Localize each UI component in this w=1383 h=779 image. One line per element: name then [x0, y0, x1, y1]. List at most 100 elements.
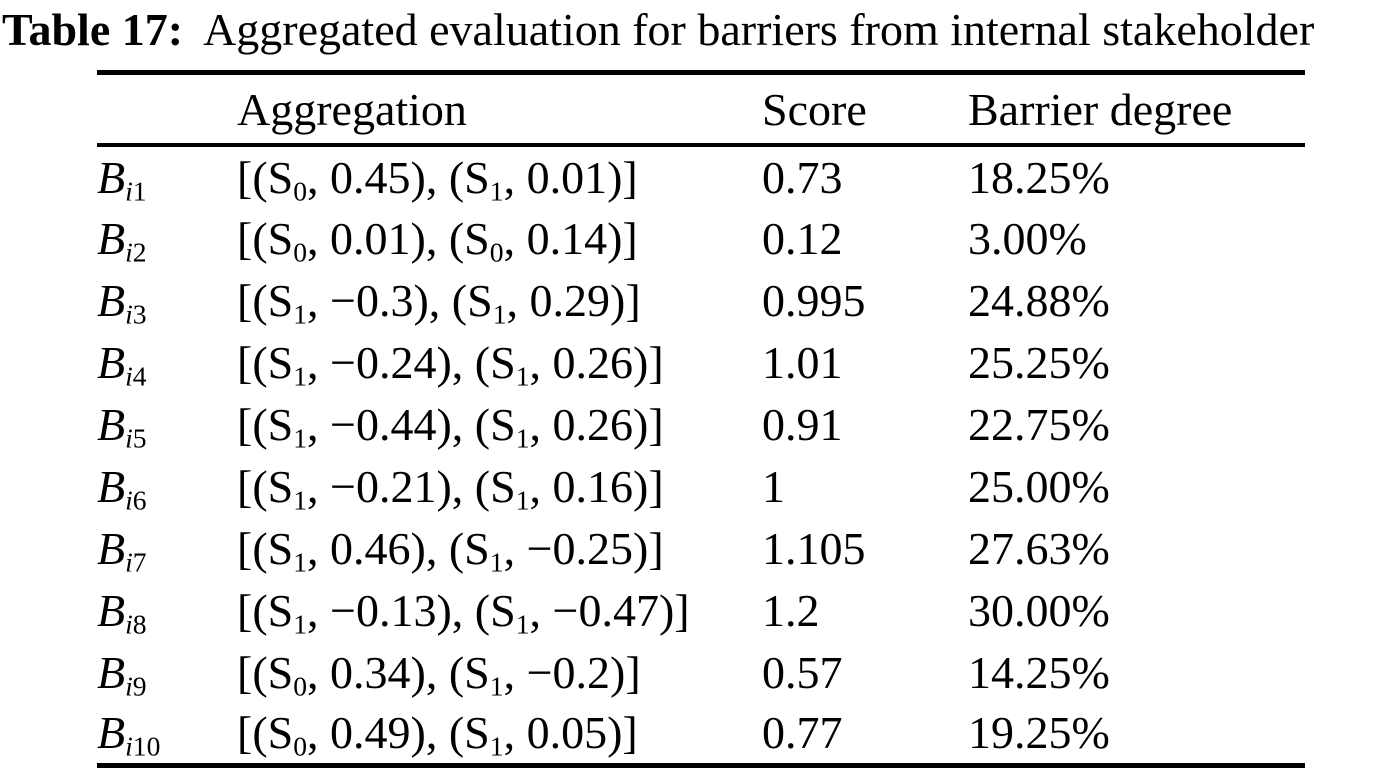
subscript-letter: i: [125, 484, 133, 516]
aggregation-cell: [(S1, −0.24), (S1, 0.26)]: [237, 336, 664, 392]
barrier-subscript: i1: [125, 175, 147, 207]
barrier-subscript: i7: [125, 546, 147, 578]
barrier-degree-cell: 27.63%: [968, 522, 1110, 574]
barrier-subscript: i3: [125, 298, 147, 330]
table-row: Bi1 [(S0, 0.45), (S1, 0.01)] 0.73 18.25%: [97, 145, 1305, 207]
table-row: Bi7 [(S1, 0.46), (S1, −0.25)] 1.105 27.63%: [97, 517, 1305, 579]
score-cell: 0.57: [762, 646, 843, 698]
score-cell: 0.91: [762, 398, 843, 450]
barrier-subscript: i6: [125, 484, 147, 516]
score-cell: 0.12: [762, 212, 843, 264]
barrier-symbol: B: [97, 522, 126, 574]
term-subscript: 0: [293, 236, 308, 268]
aggregation-cell: [(S1, 0.46), (S1, −0.25)]: [237, 522, 664, 578]
term-subscript: 1: [489, 546, 504, 578]
barrier-id-cell: Bi9: [97, 641, 237, 703]
barrier-degree-cell: 19.25%: [968, 707, 1110, 759]
barrier-subscript: i8: [125, 608, 147, 640]
aggregation-cell: [(S1, −0.3), (S1, 0.29)]: [237, 274, 641, 330]
aggregation-cell: [(S0, 0.45), (S1, 0.01)]: [237, 151, 638, 207]
barrier-id-cell: Bi6: [97, 455, 237, 517]
aggregation-cell: [(S0, 0.49), (S1, 0.05)]: [237, 707, 638, 762]
barrier-symbol: B: [97, 212, 126, 264]
subscript-letter: i: [125, 360, 133, 392]
aggregation-cell: [(S1, −0.13), (S1, −0.47)]: [237, 584, 690, 640]
barrier-id-cell: Bi2: [97, 207, 237, 269]
term-subscript: 1: [515, 484, 530, 516]
subscript-letter: i: [125, 236, 133, 268]
barrier-subscript: i5: [125, 422, 147, 454]
header-barrier-degree: Barrier degree: [968, 72, 1305, 147]
barrier-subscript: i4: [125, 360, 147, 392]
score-cell: 0.73: [762, 151, 843, 203]
table-row: Bi6 [(S1, −0.21), (S1, 0.16)] 1 25.00%: [97, 455, 1305, 517]
header-row: Aggregation Score Barrier degree: [97, 72, 1305, 147]
term-subscript: 1: [515, 360, 530, 392]
table-row: Bi10 [(S0, 0.49), (S1, 0.05)] 0.77 19.25%: [97, 703, 1305, 765]
term-subscript: 0: [489, 236, 504, 268]
term-subscript: 1: [293, 484, 308, 516]
barrier-symbol: B: [97, 646, 126, 698]
term-subscript: 1: [489, 670, 504, 702]
score-cell: 1.105: [762, 522, 866, 574]
barrier-degree-cell: 3.00%: [968, 212, 1087, 264]
barrier-degree-cell: 30.00%: [968, 584, 1110, 636]
barrier-degree-cell: 22.75%: [968, 398, 1110, 450]
barrier-degree-cell: 24.88%: [968, 274, 1110, 326]
barrier-symbol: B: [97, 274, 126, 326]
term-subscript: 0: [293, 730, 308, 762]
table-row: Bi9 [(S0, 0.34), (S1, −0.2)] 0.57 14.25%: [97, 641, 1305, 703]
barrier-symbol: B: [97, 151, 126, 203]
barrier-id-cell: Bi3: [97, 269, 237, 331]
aggregation-cell: [(S1, −0.21), (S1, 0.16)]: [237, 460, 664, 516]
term-subscript: 1: [293, 360, 308, 392]
subscript-letter: i: [125, 175, 133, 207]
score-cell: 1.01: [762, 336, 843, 388]
term-subscript: 1: [492, 298, 507, 330]
barrier-symbol: B: [97, 336, 126, 388]
term-subscript: 1: [489, 730, 504, 762]
barrier-subscript: i10: [125, 730, 161, 762]
barrier-id-cell: Bi5: [97, 393, 237, 455]
subscript-letter: i: [125, 730, 133, 762]
subscript-letter: i: [125, 546, 133, 578]
barrier-degree-cell: 25.25%: [968, 336, 1110, 388]
barrier-degree-cell: 18.25%: [968, 151, 1110, 203]
barrier-symbol: B: [97, 398, 126, 450]
header-aggregation: Aggregation: [237, 72, 762, 147]
term-subscript: 1: [515, 422, 530, 454]
barrier-id-cell: Bi8: [97, 579, 237, 641]
barriers-evaluation-table: Aggregation Score Barrier degree Bi1 [(S0…: [97, 70, 1305, 768]
term-subscript: 1: [515, 608, 530, 640]
table-caption-text: Aggregated evaluation for barriers from …: [203, 4, 1315, 55]
table-row: Bi4 [(S1, −0.24), (S1, 0.26)] 1.01 25.25%: [97, 331, 1305, 393]
header-barrier-id: [97, 72, 237, 147]
barrier-id-cell: Bi1: [97, 145, 237, 207]
term-subscript: 0: [293, 670, 308, 702]
barrier-degree-cell: 25.00%: [968, 460, 1110, 512]
barrier-subscript: i2: [125, 236, 147, 268]
barrier-subscript: i9: [125, 670, 147, 702]
barrier-id-cell: Bi7: [97, 517, 237, 579]
table-row: Bi3 [(S1, −0.3), (S1, 0.29)] 0.995 24.88%: [97, 269, 1305, 331]
subscript-letter: i: [125, 298, 133, 330]
term-subscript: 1: [293, 298, 308, 330]
term-subscript: 1: [293, 546, 308, 578]
score-cell: 0.995: [762, 274, 866, 326]
aggregation-cell: [(S0, 0.34), (S1, −0.2)]: [237, 646, 641, 702]
barrier-id-cell: Bi10: [97, 703, 237, 765]
term-subscript: 1: [293, 422, 308, 454]
aggregation-cell: [(S0, 0.01), (S0, 0.14)]: [237, 212, 638, 268]
subscript-letter: i: [125, 608, 133, 640]
barrier-symbol: B: [97, 584, 126, 636]
table-caption-number: Table 17:: [2, 4, 184, 55]
table-caption: Table 17: Aggregated evaluation for barri…: [2, 3, 1314, 56]
barrier-symbol: B: [97, 707, 126, 759]
table-row: Bi8 [(S1, −0.13), (S1, −0.47)] 1.2 30.00%: [97, 579, 1305, 641]
barrier-degree-cell: 14.25%: [968, 646, 1110, 698]
barrier-symbol: B: [97, 460, 126, 512]
term-subscript: 0: [293, 175, 308, 207]
term-subscript: 1: [293, 608, 308, 640]
header-score: Score: [762, 72, 968, 147]
